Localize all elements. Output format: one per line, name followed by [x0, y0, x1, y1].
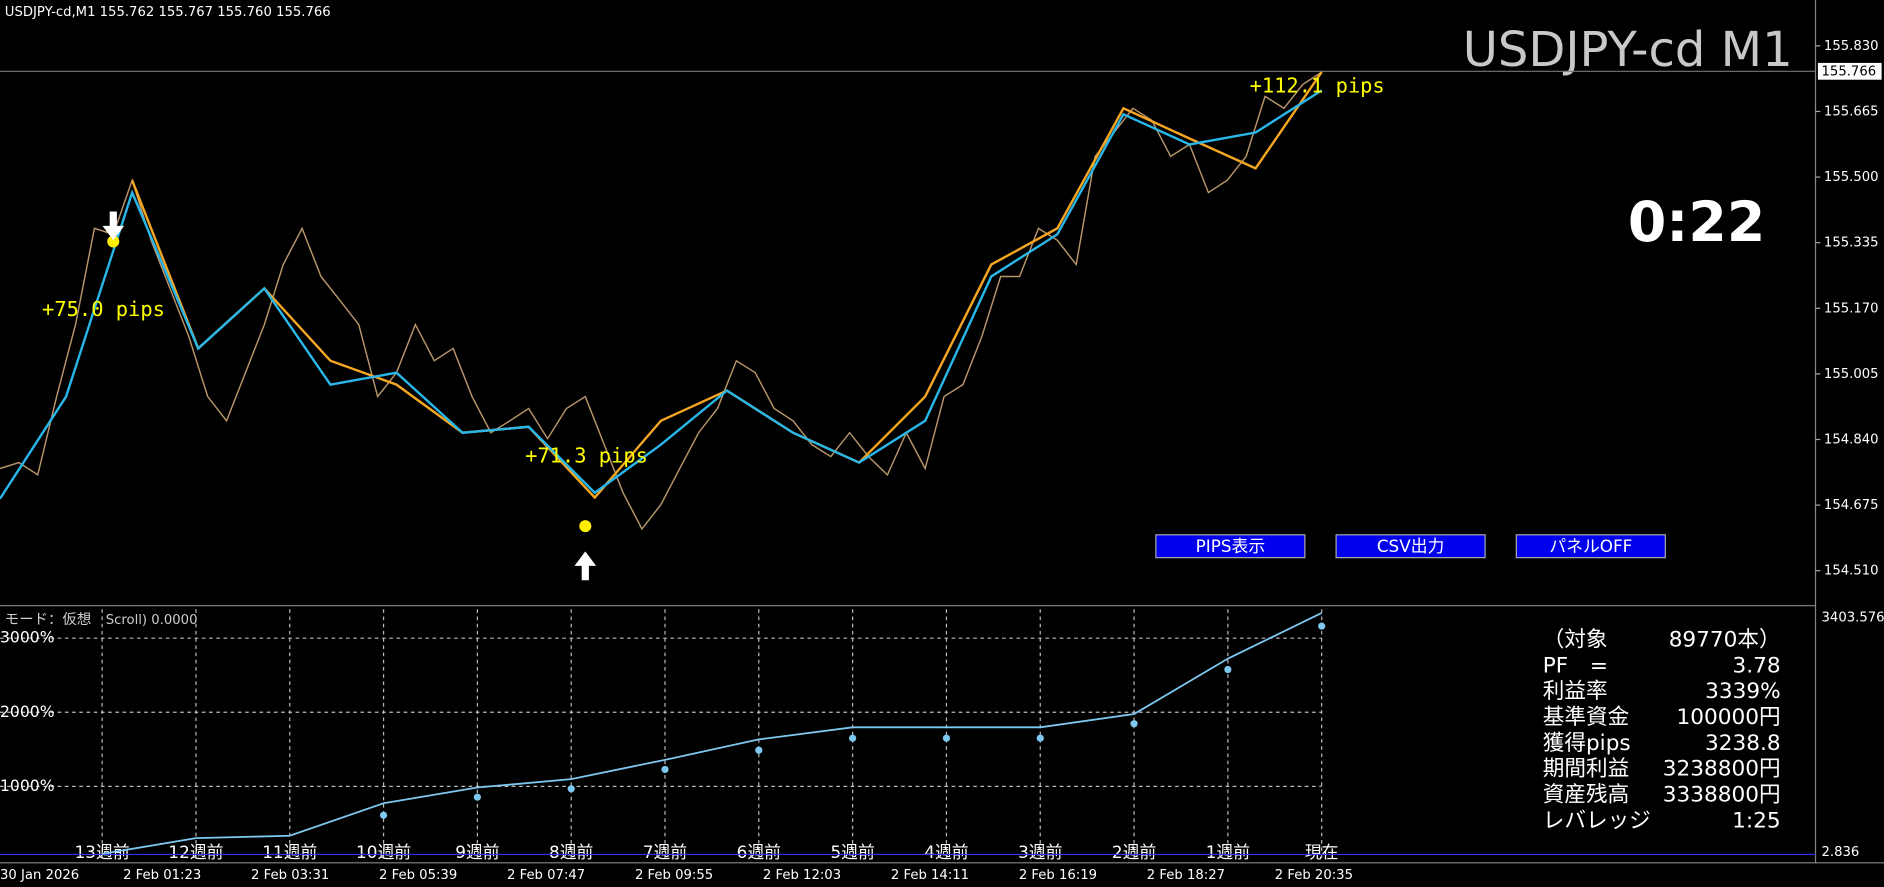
time-label: 30 Jan 2026 [0, 868, 79, 883]
y-tick-label: 155.005 [1824, 367, 1879, 382]
signal-dot [107, 235, 120, 248]
button-label[interactable]: PIPS表示 [1196, 536, 1266, 556]
week-label: 12週前 [168, 842, 223, 862]
time-label: 2 Feb 03:31 [251, 868, 329, 883]
stat-label: 基準資金 [1543, 705, 1629, 730]
current-price-box [1817, 62, 1882, 80]
time-label: 2 Feb 14:11 [891, 868, 969, 883]
stat-label: 期間利益 [1543, 757, 1629, 782]
signal-arrow [574, 551, 597, 581]
y-tick-label: 155.665 [1824, 104, 1879, 119]
stat-value: 3338800円 [1663, 783, 1781, 808]
equity-dot [1318, 622, 1326, 630]
time-label: 2 Feb 12:03 [763, 868, 841, 883]
equity-dot [379, 811, 388, 819]
week-label: 13週前 [75, 842, 130, 862]
equity-dot [1130, 720, 1138, 728]
pips-label: +112.1 pips [1250, 74, 1385, 98]
week-label: 4週前 [924, 842, 968, 862]
equity-dot [942, 734, 951, 742]
stat-label: 獲得pips [1543, 731, 1631, 756]
equity-dot [473, 793, 481, 801]
stat-value: 100000円 [1677, 705, 1781, 730]
time-label: 2 Feb 05:39 [379, 868, 457, 883]
button-label[interactable]: CSV出力 [1377, 536, 1445, 556]
button[interactable] [1155, 534, 1306, 559]
symbol-info: USDJPY-cd,M1 155.762 155.767 155.760 155… [5, 5, 331, 20]
stat-value: 3238800円 [1663, 757, 1781, 782]
indicator-value: Scroll) 0.0000 [106, 613, 198, 628]
stat-label: 利益率 [1543, 679, 1608, 704]
time-label: 2 Feb 20:35 [1275, 868, 1353, 883]
equity-dot [849, 734, 857, 742]
time-label: 2 Feb 18:27 [1147, 868, 1225, 883]
timer: 0:22 [1628, 191, 1765, 255]
right-axis-top: 3403.576 [1822, 611, 1884, 626]
signal-arrow [102, 211, 125, 241]
week-label: 5週前 [830, 842, 874, 862]
stat-value: 1:25 [1732, 808, 1781, 833]
button[interactable] [1335, 534, 1486, 559]
week-label: 1週前 [1206, 842, 1250, 862]
week-label: 2週前 [1112, 842, 1156, 862]
week-label: 8週前 [549, 842, 593, 862]
pips-label: +71.3 pips [525, 444, 648, 468]
stat-value: 89770本） [1669, 628, 1781, 653]
stat-label: PF = [1543, 653, 1608, 678]
button-label[interactable]: パネルOFF [1549, 536, 1632, 556]
watermark: USDJPY-cd M1 [1463, 22, 1793, 78]
stat-value: 3238.8 [1705, 731, 1781, 756]
button[interactable] [1515, 534, 1666, 559]
stat-label: レバレッジ [1543, 808, 1651, 833]
y-tick-label: 154.510 [1824, 564, 1879, 579]
week-label: 10週前 [356, 842, 411, 862]
stat-label: 資産残高 [1543, 783, 1629, 808]
y-tick-label: 154.840 [1824, 432, 1879, 447]
current-price-label: 155.766 [1822, 64, 1877, 79]
week-label: 11週前 [262, 842, 317, 862]
time-label: 2 Feb 09:55 [635, 868, 713, 883]
y-tick-label: 155.335 [1824, 236, 1879, 251]
time-label: 2 Feb 01:23 [123, 868, 201, 883]
week-label: 9週前 [455, 842, 499, 862]
ma-slow [0, 89, 1323, 500]
equity-line [101, 612, 1323, 855]
week-label: 7週前 [643, 842, 687, 862]
pips-label: +75.0 pips [42, 297, 165, 321]
y-tick-label: 2000% [0, 703, 55, 721]
week-label: 現在 [1305, 842, 1339, 862]
stat-label: （対象 [1543, 628, 1608, 653]
y-tick-label: 1000% [0, 777, 55, 795]
stat-value: 3339% [1705, 679, 1781, 704]
y-tick-label: 3000% [0, 629, 55, 647]
week-label: 6週前 [737, 842, 781, 862]
equity-dot [661, 765, 669, 774]
equity-dot [567, 785, 575, 793]
time-label: 2 Feb 07:47 [507, 868, 585, 883]
week-label: 3週前 [1018, 842, 1062, 862]
stat-value: 3.78 [1733, 653, 1781, 678]
equity-dot [1224, 665, 1232, 674]
equity-dot [755, 746, 763, 754]
y-tick-label: 155.830 [1824, 39, 1879, 54]
y-tick-label: 155.170 [1824, 301, 1879, 316]
y-tick-label: 154.675 [1824, 498, 1879, 513]
signal-dot [579, 520, 592, 533]
right-axis-bottom: 2.836 [1822, 845, 1860, 860]
equity-dot [1036, 734, 1044, 742]
time-label: 2 Feb 16:19 [1019, 868, 1097, 883]
y-tick-label: 155.500 [1824, 170, 1879, 185]
indicator-label: モード：仮想 [5, 611, 91, 628]
